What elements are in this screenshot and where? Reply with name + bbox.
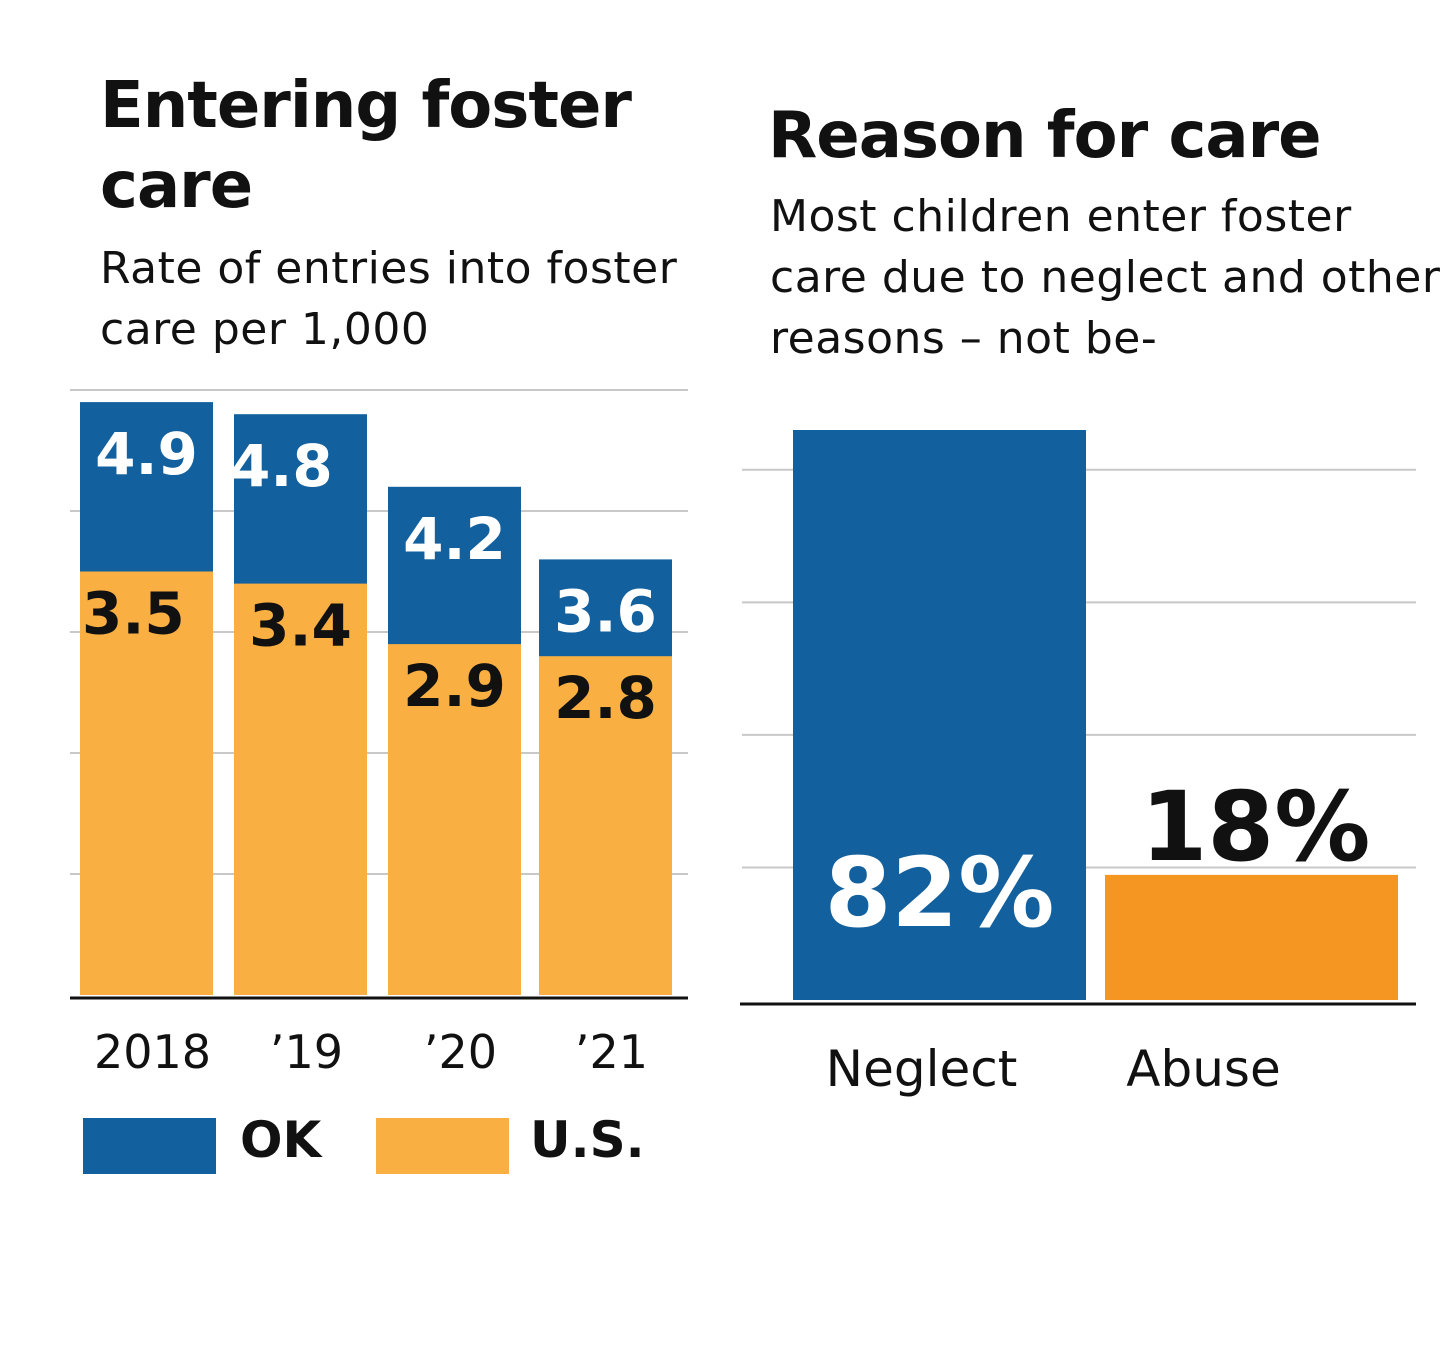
- legend-label-us: U.S.: [530, 1111, 645, 1169]
- right-chart-axis: Neglect Abuse: [740, 1002, 1416, 1098]
- us-bar: [234, 583, 367, 995]
- right-chart-bars: 82% 18%: [793, 430, 1398, 1000]
- legend-swatch-us: [376, 1118, 509, 1174]
- legend-swatch-ok: [83, 1118, 216, 1174]
- right-category-label: Neglect: [826, 1040, 1018, 1098]
- us-bar: [80, 571, 213, 995]
- left-category-label: 2018: [94, 1025, 211, 1079]
- left-category-label: ’21: [575, 1025, 648, 1079]
- left-chart-axis: 2018 ’19 ’20 ’21: [70, 996, 688, 1079]
- ok-value-label: 4.2: [403, 505, 506, 573]
- us-bar: [539, 656, 672, 995]
- ok-value-label: 4.8: [230, 432, 333, 500]
- ok-value-label: 3.6: [554, 577, 657, 645]
- ok-value-label: 4.9: [95, 420, 198, 488]
- right-chart-title: Reason for care: [768, 99, 1322, 173]
- us-value-label: 3.4: [249, 592, 352, 660]
- left-chart-title: Entering foster care: [100, 69, 632, 223]
- us-value-label: 2.9: [403, 652, 506, 720]
- us-bar: [388, 644, 521, 995]
- reason-value-label: 82%: [825, 837, 1055, 949]
- reason-bar: [1105, 874, 1398, 1000]
- legend-label-ok: OK: [240, 1111, 322, 1169]
- us-value-label: 2.8: [554, 664, 657, 732]
- left-chart-subtitle: Rate of entries into foster care per 1,0…: [100, 243, 678, 355]
- reason-bar: [793, 430, 1086, 1000]
- reason-value-label: 18%: [1141, 771, 1371, 883]
- right-chart-subtitle: Most children enter foster care due to n…: [770, 191, 1441, 364]
- left-category-label: ’20: [424, 1025, 497, 1079]
- right-category-label: Abuse: [1126, 1040, 1280, 1098]
- left-chart-bars: 4.9 3.5 4.8 3.4 4.2 2.9 3.6 2.8: [80, 402, 672, 996]
- left-category-label: ’19: [270, 1025, 343, 1079]
- us-value-label: 3.5: [82, 580, 185, 648]
